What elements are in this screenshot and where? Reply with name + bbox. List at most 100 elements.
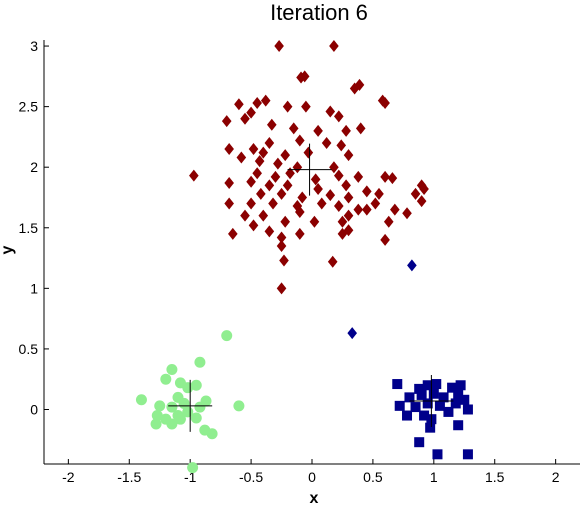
data-point-diamond bbox=[270, 170, 281, 183]
data-point-square bbox=[443, 406, 454, 417]
data-point-diamond bbox=[258, 146, 269, 159]
data-point-diamond bbox=[252, 167, 262, 180]
data-point-square bbox=[402, 410, 413, 421]
x-tick-label: 1.5 bbox=[485, 469, 505, 485]
data-point-diamond bbox=[224, 176, 234, 189]
data-point-diamond bbox=[410, 187, 421, 200]
data-point-square bbox=[419, 410, 430, 421]
data-point-diamond bbox=[362, 203, 372, 216]
data-point-diamond bbox=[224, 197, 234, 210]
data-point-square bbox=[434, 400, 445, 411]
data-point-diamond bbox=[407, 259, 417, 272]
data-point-square bbox=[453, 420, 464, 431]
x-tick-label: -0.5 bbox=[239, 469, 263, 485]
data-point-diamond bbox=[246, 175, 256, 188]
data-point-circle bbox=[187, 462, 199, 474]
x-tick-label: 0.5 bbox=[363, 469, 383, 485]
data-point-diamond bbox=[347, 327, 357, 340]
data-point-square bbox=[414, 383, 425, 394]
data-point-diamond bbox=[236, 151, 247, 164]
data-point-diamond bbox=[240, 209, 250, 222]
y-axis-label: y bbox=[0, 245, 16, 254]
data-point-circle bbox=[194, 356, 206, 368]
data-point-diamond bbox=[224, 143, 234, 156]
data-point-circle bbox=[190, 412, 202, 424]
data-point-diamond bbox=[228, 227, 238, 240]
data-point-circle bbox=[233, 400, 245, 412]
data-point-square bbox=[414, 437, 425, 448]
data-point-diamond bbox=[301, 100, 311, 113]
data-point-diamond bbox=[380, 96, 390, 109]
data-point-diamond bbox=[343, 209, 354, 222]
x-axis-label: x bbox=[310, 490, 319, 505]
data-point-square bbox=[425, 422, 436, 433]
data-point-circle bbox=[151, 410, 163, 422]
data-point-diamond bbox=[336, 139, 347, 152]
data-point-diamond bbox=[246, 197, 256, 210]
data-point-diamond bbox=[252, 96, 262, 109]
data-point-diamond bbox=[299, 70, 310, 83]
data-point-square bbox=[455, 380, 466, 391]
data-point-circle bbox=[174, 413, 186, 425]
data-point-diamond bbox=[295, 134, 305, 147]
data-point-square bbox=[422, 380, 433, 391]
data-point-diamond bbox=[325, 105, 336, 118]
x-tick-label: 1 bbox=[430, 469, 438, 485]
data-point-diamond bbox=[274, 40, 284, 53]
data-point-circle bbox=[190, 379, 202, 391]
data-point-square bbox=[462, 404, 473, 415]
data-point-diamond bbox=[370, 197, 381, 210]
data-point-circle bbox=[160, 373, 172, 385]
data-point-diamond bbox=[313, 124, 323, 137]
data-point-diamond bbox=[292, 161, 303, 174]
data-point-circle bbox=[206, 428, 218, 440]
data-point-diamond bbox=[416, 195, 427, 208]
data-point-diamond bbox=[329, 40, 339, 53]
y-tick-label: 2.5 bbox=[19, 99, 39, 115]
data-point-diamond bbox=[353, 203, 364, 216]
data-point-diamond bbox=[234, 98, 244, 111]
data-point-diamond bbox=[303, 146, 314, 159]
data-point-diamond bbox=[313, 183, 323, 196]
y-tick-label: 2 bbox=[30, 159, 38, 175]
data-point-diamond bbox=[416, 179, 427, 192]
data-point-diamond bbox=[273, 157, 283, 170]
data-point-square bbox=[416, 389, 427, 400]
data-point-diamond bbox=[264, 179, 275, 192]
data-point-diamond bbox=[288, 122, 299, 135]
data-point-square bbox=[447, 382, 458, 393]
data-point-diamond bbox=[334, 199, 344, 212]
data-point-diamond bbox=[390, 203, 400, 216]
data-point-diamond bbox=[341, 124, 351, 137]
data-point-square bbox=[462, 449, 473, 460]
data-point-diamond bbox=[264, 225, 275, 238]
data-point-diamond bbox=[295, 206, 305, 219]
data-point-diamond bbox=[264, 136, 275, 149]
data-point-diamond bbox=[309, 215, 320, 228]
data-point-diamond bbox=[374, 187, 384, 200]
centroid-markers bbox=[168, 143, 454, 432]
data-point-diamond bbox=[343, 149, 354, 162]
data-point-diamond bbox=[297, 191, 308, 204]
x-tick-label: 2 bbox=[552, 469, 560, 485]
chart-title: Iteration 6 bbox=[270, 0, 368, 25]
data-point-circle bbox=[150, 418, 162, 430]
data-point-diamond bbox=[334, 110, 344, 123]
data-point-diamond bbox=[341, 179, 351, 192]
data-point-square bbox=[422, 398, 433, 409]
data-point-circle bbox=[166, 418, 178, 430]
data-point-square bbox=[394, 400, 405, 411]
data-point-diamond bbox=[280, 215, 290, 228]
data-point-diamond bbox=[362, 185, 372, 198]
data-point-diamond bbox=[285, 167, 295, 180]
y-tick-label: 0 bbox=[30, 401, 38, 417]
data-point-square bbox=[410, 402, 421, 413]
data-point-diamond bbox=[383, 215, 394, 228]
data-point-diamond bbox=[260, 94, 271, 107]
chart-axes: -2 -1.5 -1 -0.5 0 0.5 1 1.5 200.511.522.53 bbox=[19, 38, 580, 485]
data-point-diamond bbox=[321, 136, 332, 149]
data-point-diamond bbox=[380, 170, 390, 183]
data-point-diamond bbox=[240, 112, 250, 125]
data-point-square bbox=[459, 394, 470, 405]
y-tick-label: 1.5 bbox=[19, 220, 39, 236]
